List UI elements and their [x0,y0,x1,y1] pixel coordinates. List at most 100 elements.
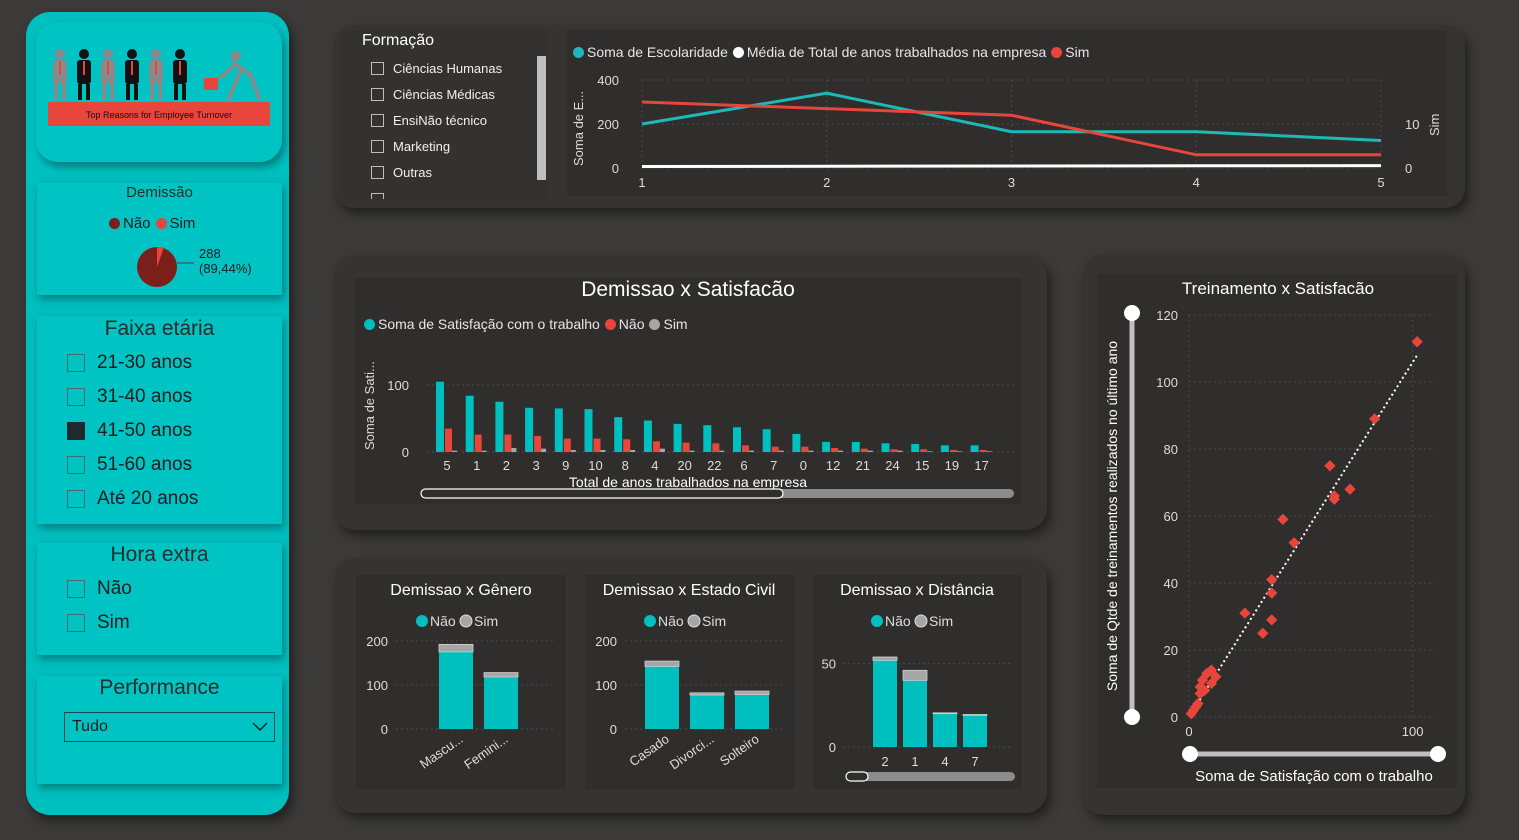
y-tick-label: 0 [829,740,836,755]
legend-label: Média de Total de anos trabalhados na em… [746,44,1047,60]
person-head [127,49,137,59]
checkbox[interactable] [371,113,384,127]
legend-dot [687,614,701,628]
y-tick-label: 0 [402,445,409,460]
faixa-etaria-item[interactable]: 51-60 anos [67,448,198,482]
legend-item[interactable]: Sim [1051,44,1089,60]
demissao-pie[interactable]: 288 (89,44%) [132,243,282,293]
scatter-point [1239,607,1251,619]
x-tick-label: 0 [800,458,807,473]
checkbox[interactable] [67,354,85,372]
bar-1 [771,446,779,452]
person-tie [107,61,109,75]
bar-2 [481,450,487,452]
legend-item[interactable]: Média de Total de anos trabalhados na em… [732,44,1047,60]
bar-2 [956,451,962,452]
legend-label: Não [885,613,911,629]
satisfacao-legend: Soma de Satisfação com o trabalho Não Sim [364,316,693,332]
bar-2 [838,450,844,452]
bar-0 [822,441,831,452]
checkbox[interactable] [371,61,384,75]
faixa-etaria-item[interactable]: Até 20 anos [67,482,198,516]
x-tick-label: Solteiro [717,731,762,769]
legend-dot [573,46,584,58]
bar-0 [873,660,897,747]
formacao-item[interactable]: Ciências Humanas [371,55,502,81]
faixa-etaria-label: 51-60 anos [97,454,193,475]
checkbox[interactable] [67,422,85,440]
pie-slice-sim [157,246,164,267]
formacao-item[interactable]: Outras [371,159,502,185]
hora-extra-item[interactable]: Sim [67,606,132,640]
checkbox[interactable] [371,165,384,179]
formacao-item[interactable]: Marketing [371,133,502,159]
checkbox[interactable] [67,580,85,598]
faixa-etaria-item[interactable]: 31-40 anos [67,380,198,414]
bar-0 [614,417,623,452]
formacao-item[interactable]: Ciências Médicas [371,81,502,107]
person-tie [59,61,61,75]
bar-1 [831,447,839,452]
bar-0 [792,433,801,452]
checkbox[interactable] [67,388,85,406]
legend-sim[interactable]: Sim [155,215,195,232]
bar-1 [962,714,988,716]
faixa-etaria-label: Até 20 anos [97,488,199,509]
bar-2 [659,448,665,452]
performance-dropdown[interactable]: Tudo [64,712,275,742]
bar-2 [541,448,547,452]
formacao-scrollbar[interactable] [537,56,546,180]
checkbox[interactable] [67,614,85,632]
x-slider-handle-right [1430,746,1446,762]
scatter-chart: Treinamento x Satisfacão 0 20 40 60 80 100 120 0… [1104,279,1446,785]
x-tick-label: Casado [626,731,671,769]
faixa-etaria-item[interactable]: 41-50 anos [67,414,198,448]
legend-nao[interactable]: Não [109,215,151,232]
bar-0 [703,425,712,452]
x-axis-label: Total de anos trabalhados na empresa [569,474,807,490]
checkbox[interactable] [67,490,85,508]
line-chart-area: Soma de Escolaridade Média de Total de an… [567,30,1447,196]
bar-1 [949,449,957,452]
x-tick-label: 10 [588,458,602,473]
bar-0 [690,695,724,729]
legend-item[interactable]: Não [604,316,644,332]
legend-dot [732,46,744,58]
checkbox[interactable] [67,456,85,474]
formacao-item[interactable]: EnsiNão técnico [371,107,502,133]
x-tick-label: 4 [651,458,658,473]
y-tick-label: 0 [610,722,617,737]
legend-item[interactable]: Sim [649,316,688,332]
people-icons [53,49,262,101]
bar-0 [465,395,474,452]
x-tick-label: 6 [740,458,747,473]
bar-2 [630,449,636,452]
checkbox[interactable] [371,87,384,101]
person-head [175,49,185,59]
bar-2 [719,450,725,452]
hora-extra-list: Não Sim [67,572,132,640]
scatter-point [1411,336,1423,348]
legend-item[interactable]: Soma de Escolaridade [573,44,728,60]
bar-0 [733,427,741,452]
hora-extra-label: Não [97,578,132,599]
bar-2 [927,451,933,452]
bar-0 [881,443,890,452]
bar-1 [902,669,928,681]
bar-0 [903,680,927,747]
bar-1 [801,446,809,452]
x-tick-label: 15 [915,458,929,473]
x-tick-label: 9 [562,458,569,473]
y-tick-label: 50 [822,657,836,672]
legend-item[interactable]: Soma de Satisfação com o trabalho [364,316,600,332]
bar-2 [689,450,695,452]
bar-0 [970,445,979,452]
y-tick-label: 0 [1171,710,1178,725]
y-tick-label: 0 [381,722,388,737]
hora-extra-item[interactable]: Não [67,572,132,606]
hora-extra-slicer: Hora extra Não Sim [37,543,282,655]
legend-label: Não [430,613,456,629]
checkbox[interactable] [371,139,384,153]
faixa-etaria-item[interactable]: 21-30 anos [67,346,198,380]
banner-bar [48,102,270,126]
